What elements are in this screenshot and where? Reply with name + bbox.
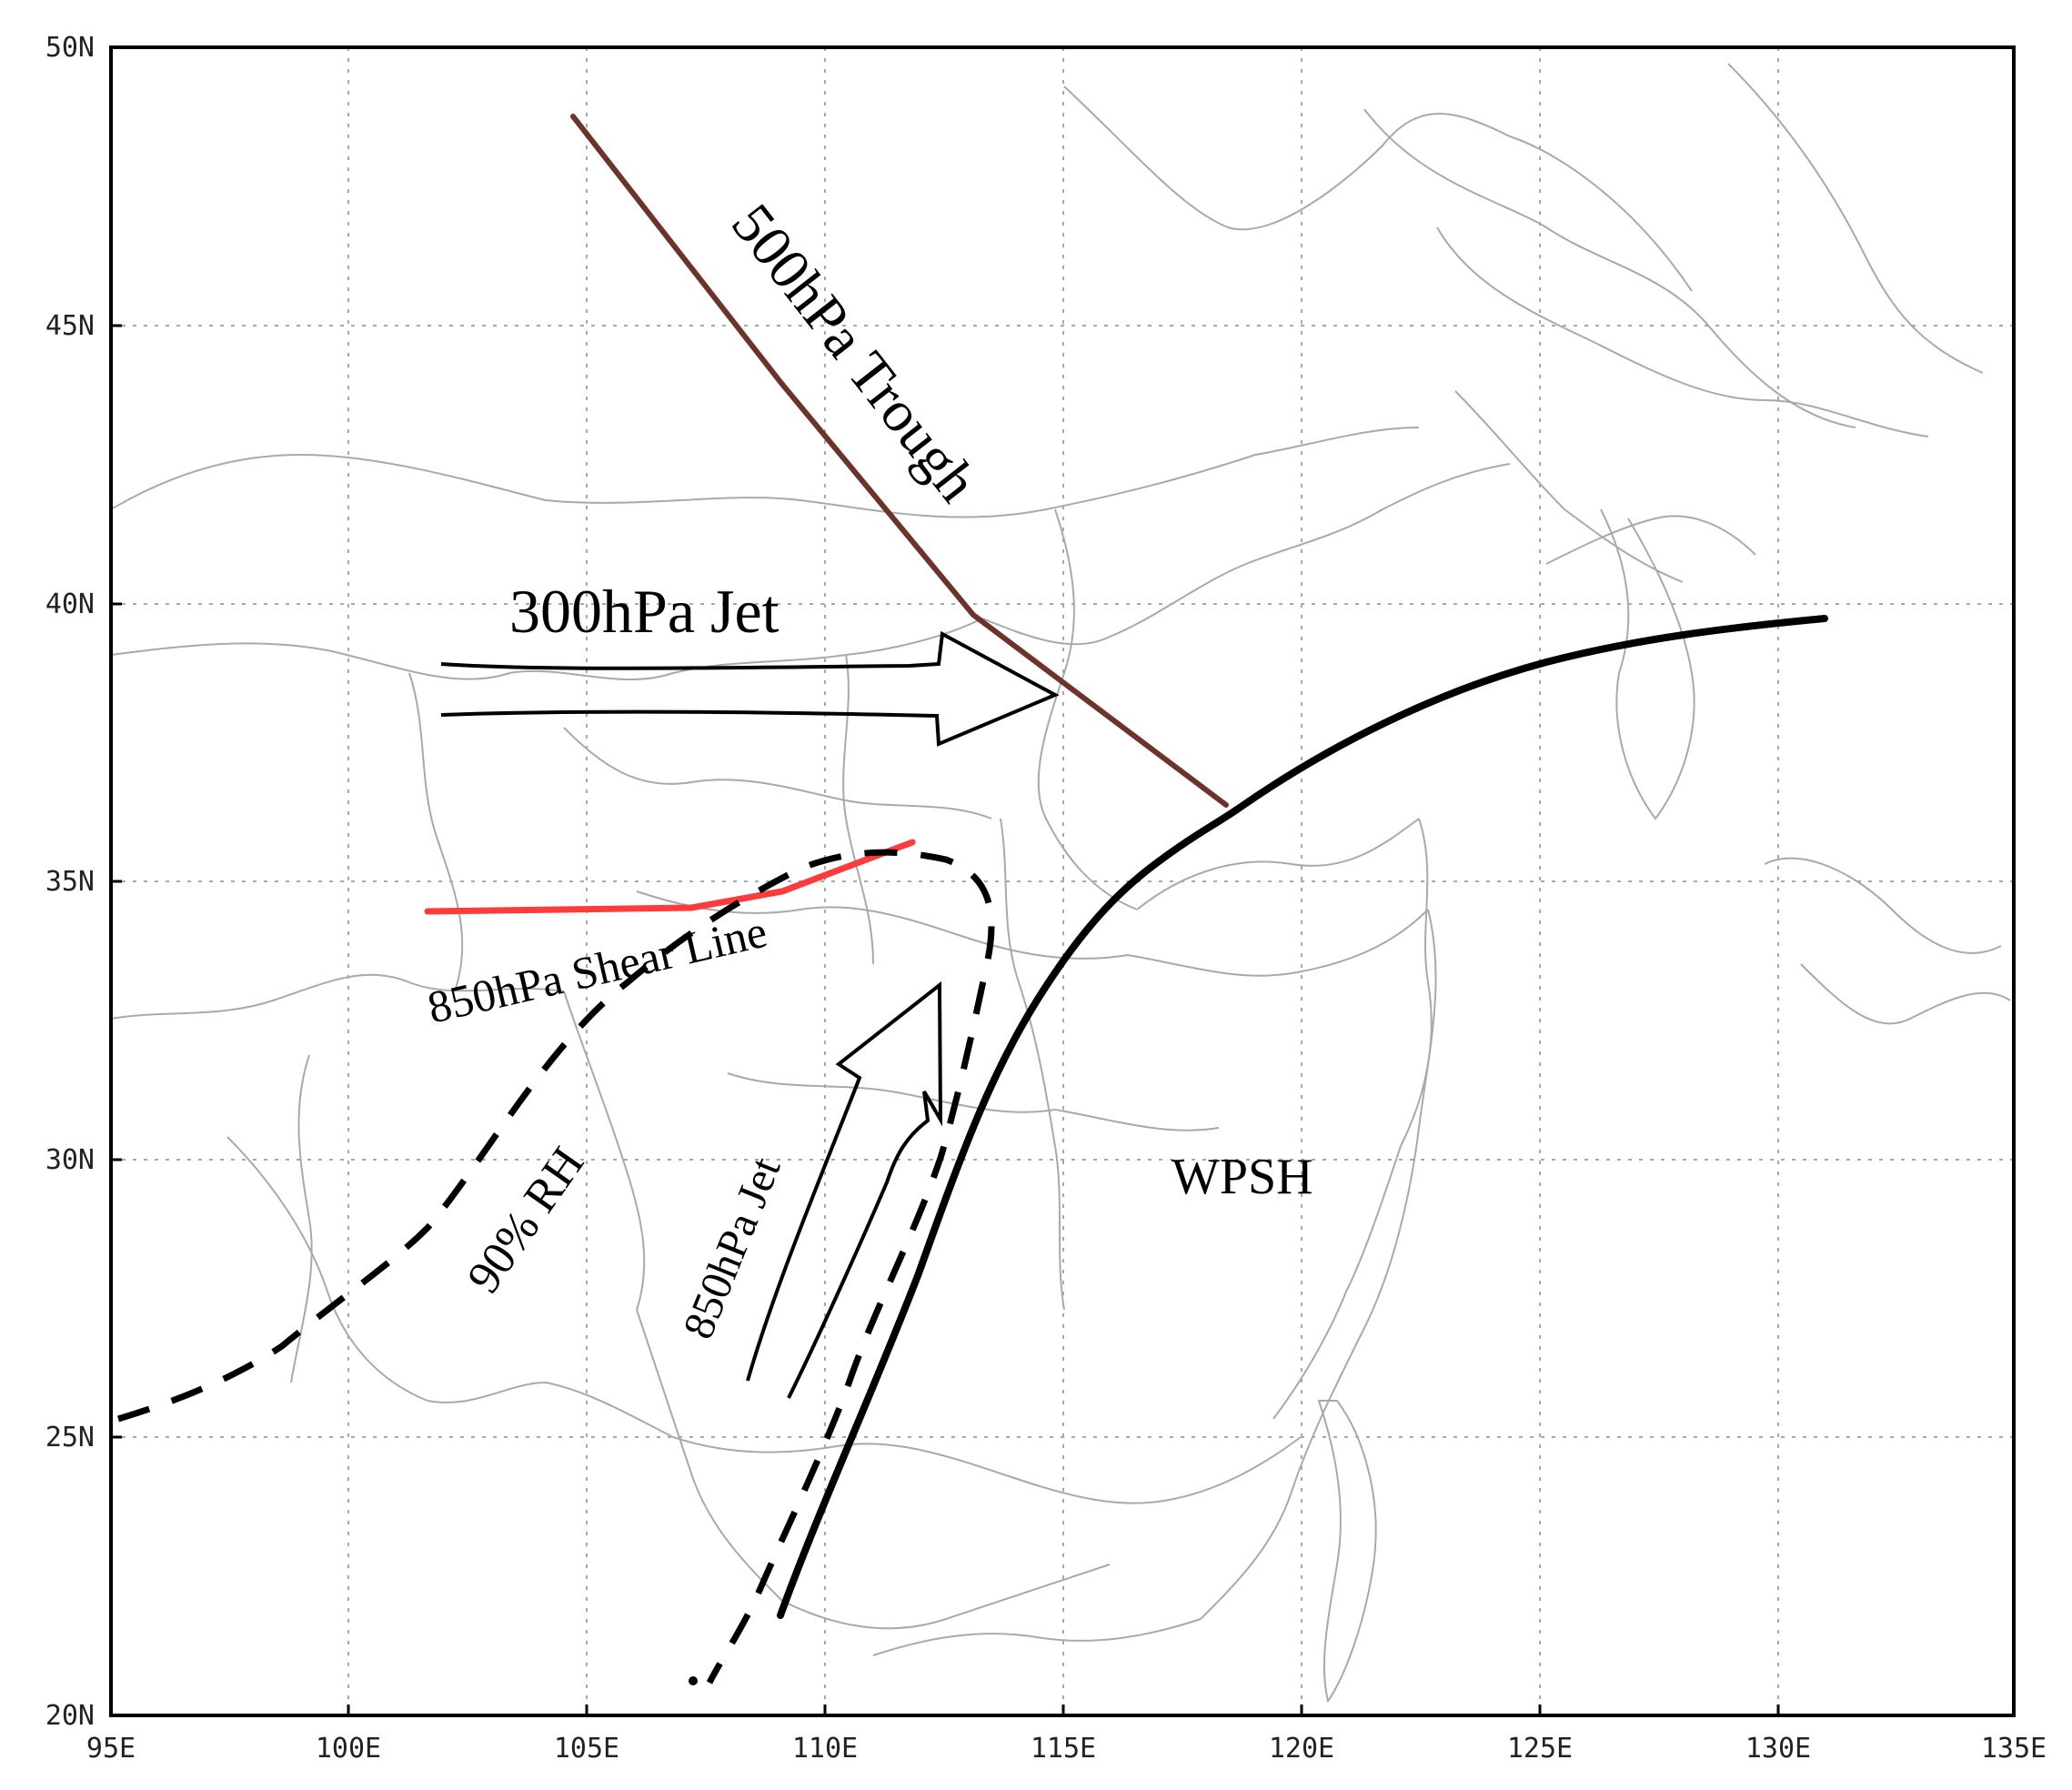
x-tick-label: 105E (554, 1733, 619, 1765)
x-tick-label: 120E (1269, 1733, 1334, 1765)
shear-line-850-label: 850hPa Shear Line (423, 906, 771, 1033)
y-tick-label: 45N (45, 310, 95, 342)
y-tick-label: 25N (45, 1422, 95, 1453)
x-tick-label: 125E (1507, 1733, 1573, 1765)
y-tick-label: 20N (45, 1700, 95, 1732)
x-tick-marks (109, 1705, 2016, 1715)
jet-850-label: 850hPa Jet (674, 1151, 790, 1346)
x-tick-label: 100E (316, 1733, 381, 1765)
y-tick-marks (111, 45, 122, 1717)
jet-850-arrow (746, 980, 943, 1399)
x-tick-label: 130E (1745, 1733, 1811, 1765)
rh-90-label: 90% RH (458, 1138, 594, 1302)
y-tick-label: 50N (45, 32, 95, 64)
x-tick-label: 135E (1981, 1733, 2047, 1765)
y-tick-label: 40N (45, 588, 95, 620)
wpsh-label: WPSH (1172, 1149, 1313, 1205)
x-tick-label: 95E (86, 1733, 136, 1765)
x-tick-label: 110E (792, 1733, 858, 1765)
y-tick-label: 35N (45, 866, 95, 898)
rh-90-end-dot (689, 1676, 698, 1685)
wpsh-boundary (777, 615, 1828, 1619)
province-borders (110, 63, 2011, 1704)
shear-line-850 (424, 839, 916, 915)
jet-300-label: 300hPa Jet (509, 577, 780, 646)
x-tick-label: 115E (1031, 1733, 1096, 1765)
grid-lines (111, 47, 2014, 1715)
jet-300-arrow (440, 630, 1060, 747)
x-axis-labels: 95E 100E 105E 110E 115E 120E 125E 130E 1… (86, 1733, 2047, 1765)
trough-500-line (570, 114, 1229, 808)
y-axis-labels: 50N 45N 40N 35N 30N 25N 20N (45, 32, 95, 1732)
y-tick-label: 30N (45, 1144, 95, 1176)
rh-90-dashed-line (116, 849, 995, 1684)
